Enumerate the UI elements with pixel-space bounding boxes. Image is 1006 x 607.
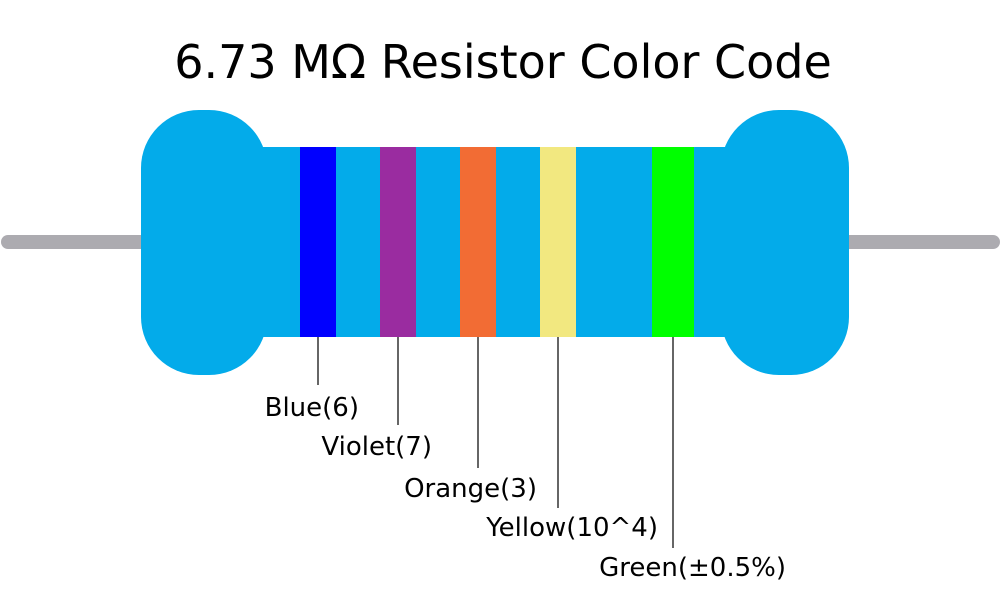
label-orange: Orange(3) xyxy=(404,474,537,504)
leader-lines xyxy=(317,337,674,548)
label-yellow: Yellow(10^4) xyxy=(485,513,658,543)
label-green: Green(±0.5%) xyxy=(599,553,786,583)
band-green xyxy=(652,147,694,337)
label-blue: Blue(6) xyxy=(265,393,359,423)
label-violet: Violet(7) xyxy=(321,432,432,462)
band-orange xyxy=(460,147,496,337)
color-bands xyxy=(300,147,694,337)
band-violet xyxy=(380,147,416,337)
band-yellow xyxy=(540,147,576,337)
band-labels: Blue(6) Violet(7) Orange(3) Yellow(10^4)… xyxy=(265,393,786,583)
band-blue xyxy=(300,147,336,337)
diagram-title: 6.73 MΩ Resistor Color Code xyxy=(174,35,832,89)
